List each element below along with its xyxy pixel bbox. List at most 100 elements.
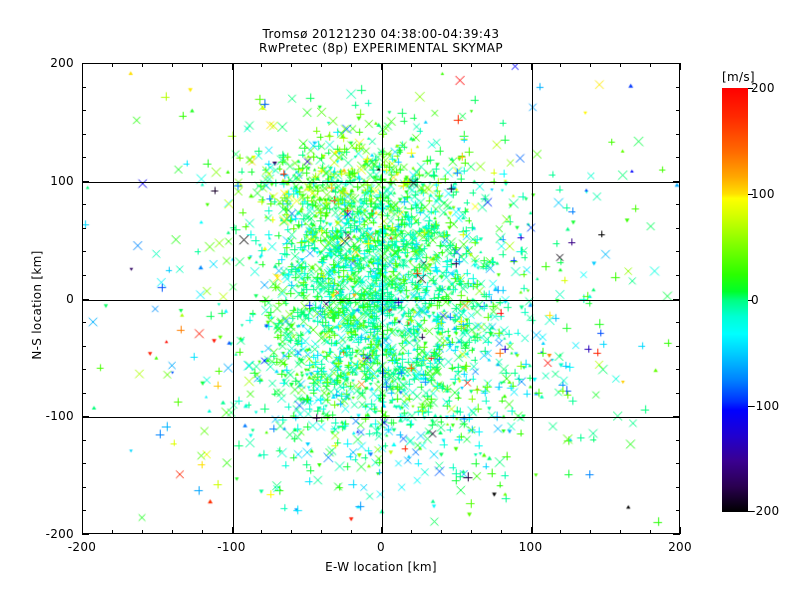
x-tick-minor-top: [291, 63, 292, 67]
y-axis-label: N-S location [km]: [30, 250, 44, 360]
y-tick-major: [82, 416, 89, 417]
y-tick-major: [82, 534, 89, 535]
y-tick-minor: [82, 346, 86, 347]
chart-title: Tromsø 20121230 04:38:00-04:39:43 RwPret…: [82, 27, 680, 55]
x-tick-major: [680, 527, 681, 534]
y-tick-minor: [82, 87, 86, 88]
x-tick-minor: [590, 530, 591, 534]
x-tick-major-top: [232, 63, 233, 70]
x-tick-label: 0: [377, 540, 385, 554]
y-tick-major-right: [673, 416, 680, 417]
x-tick-minor-top: [471, 63, 472, 67]
x-tick-minor: [351, 530, 352, 534]
title-line-1: Tromsø 20121230 04:38:00-04:39:43: [262, 27, 500, 41]
gridline-vertical: [233, 64, 234, 533]
x-tick-minor-top: [172, 63, 173, 67]
x-axis-label: E-W location [km]: [325, 560, 437, 574]
x-tick-major: [381, 527, 382, 534]
y-tick-major-right: [673, 299, 680, 300]
gridline-horizontal: [83, 417, 679, 418]
x-tick-minor: [650, 530, 651, 534]
x-tick-minor: [261, 530, 262, 534]
y-tick-minor: [82, 251, 86, 252]
colorbar-tick: [748, 406, 753, 407]
y-tick-minor-right: [676, 346, 680, 347]
y-tick-minor-right: [676, 204, 680, 205]
x-tick-major: [232, 527, 233, 534]
y-tick-minor: [82, 157, 86, 158]
y-tick-minor: [82, 110, 86, 111]
y-tick-label: 0: [66, 291, 74, 306]
y-tick-minor: [82, 275, 86, 276]
y-tick-minor-right: [676, 134, 680, 135]
x-tick-minor-top: [142, 63, 143, 67]
y-tick-minor-right: [676, 487, 680, 488]
colorbar-tick-label: -200: [751, 504, 780, 518]
x-tick-minor: [291, 530, 292, 534]
y-tick-minor-right: [676, 251, 680, 252]
x-tick-minor: [142, 530, 143, 534]
x-tick-minor: [560, 530, 561, 534]
y-tick-minor-right: [676, 87, 680, 88]
plot-area[interactable]: [82, 63, 680, 534]
y-tick-major-right: [673, 63, 680, 64]
x-tick-minor-top: [411, 63, 412, 67]
y-tick-minor: [82, 134, 86, 135]
x-tick-minor-top: [202, 63, 203, 67]
x-tick-minor: [411, 530, 412, 534]
x-tick-minor: [471, 530, 472, 534]
x-tick-minor-top: [321, 63, 322, 67]
x-tick-major-top: [82, 63, 83, 70]
y-tick-minor-right: [676, 110, 680, 111]
colorbar-gradient: [722, 88, 748, 512]
y-tick-minor: [82, 510, 86, 511]
y-tick-minor: [82, 440, 86, 441]
y-tick-label: 200: [50, 56, 74, 70]
colorbar-tick-label: 100: [751, 187, 775, 201]
x-tick-minor-top: [112, 63, 113, 67]
y-tick-minor-right: [676, 275, 680, 276]
x-tick-minor-top: [560, 63, 561, 67]
colorbar-tick: [748, 511, 753, 512]
y-tick-major-right: [673, 181, 680, 182]
colorbar-tick-label: 200: [751, 81, 775, 95]
y-tick-major-right: [673, 534, 680, 535]
y-tick-minor: [82, 369, 86, 370]
y-tick-minor-right: [676, 440, 680, 441]
y-tick-major: [82, 63, 89, 64]
x-tick-label: 200: [668, 540, 692, 554]
x-tick-major: [82, 527, 83, 534]
scatter-plot: [83, 64, 679, 533]
x-tick-minor-top: [501, 63, 502, 67]
y-tick-major: [82, 181, 89, 182]
x-tick-minor-top: [650, 63, 651, 67]
gridline-vertical: [382, 64, 383, 533]
title-line-2: RwPretec (8p) EXPERIMENTAL SKYMAP: [258, 41, 504, 55]
y-tick-minor: [82, 204, 86, 205]
x-tick-minor: [620, 530, 621, 534]
x-tick-label: -200: [67, 540, 97, 554]
gridline-horizontal: [83, 182, 679, 183]
colorbar-tick: [748, 300, 753, 301]
y-tick-minor: [82, 228, 86, 229]
x-tick-minor: [441, 530, 442, 534]
x-tick-minor: [112, 530, 113, 534]
colorbar-unit-label: [m/s]: [722, 70, 755, 84]
x-tick-major-top: [680, 63, 681, 70]
y-tick-minor-right: [676, 510, 680, 511]
colorbar-tick-label: 0: [751, 293, 759, 307]
colorbar[interactable]: 200 100 0 -100 -200: [722, 81, 779, 518]
y-tick-minor: [82, 322, 86, 323]
x-tick-minor: [202, 530, 203, 534]
x-tick-major-top: [531, 63, 532, 70]
y-tick-minor-right: [676, 393, 680, 394]
y-tick-major: [82, 299, 89, 300]
colorbar-tick: [748, 194, 753, 195]
gridline-horizontal: [83, 300, 679, 301]
x-tick-minor-top: [351, 63, 352, 67]
y-tick-label: -100: [45, 409, 74, 424]
x-tick-minor: [321, 530, 322, 534]
y-tick-minor: [82, 487, 86, 488]
y-tick-minor: [82, 393, 86, 394]
